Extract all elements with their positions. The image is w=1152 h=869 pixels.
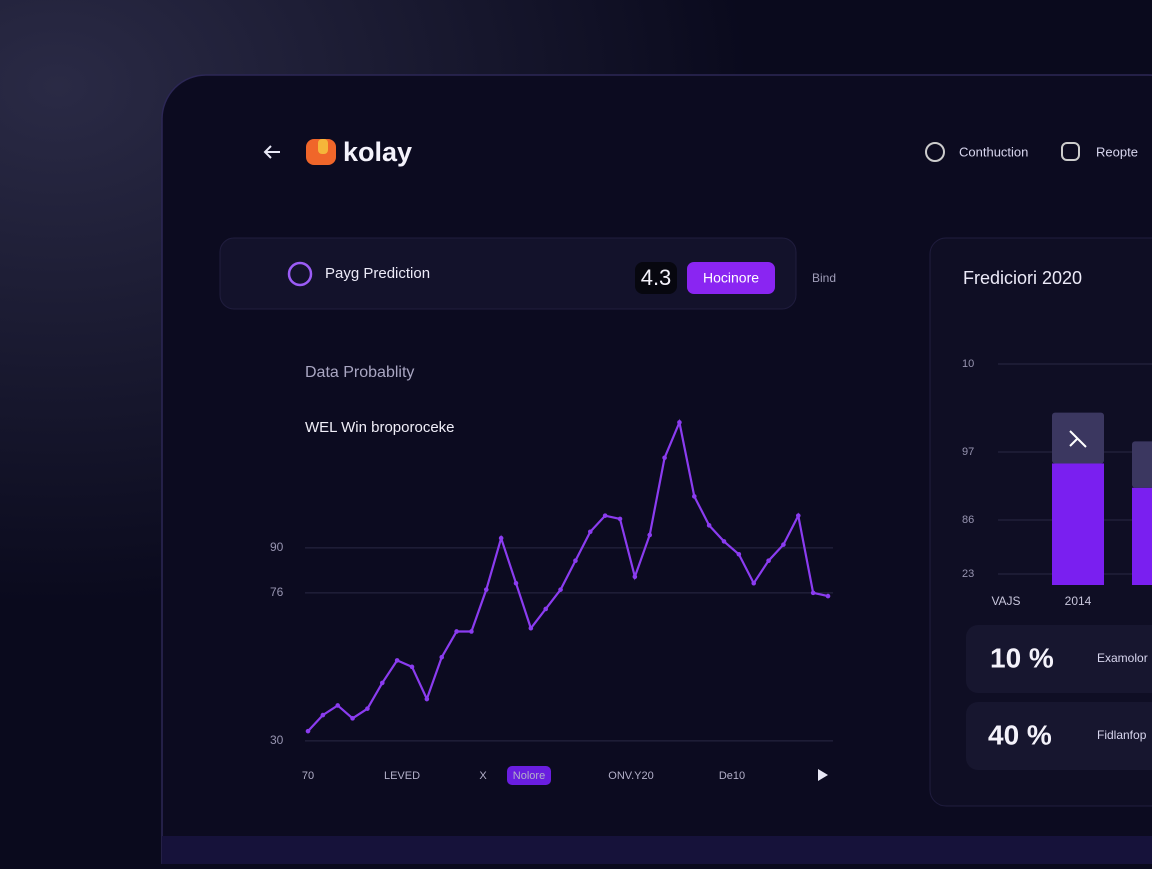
point — [528, 625, 534, 631]
x-pill — [507, 766, 551, 785]
point — [825, 593, 831, 599]
x-tick-label: De10 — [719, 770, 745, 782]
point — [394, 658, 400, 663]
point — [736, 551, 742, 557]
point — [602, 513, 608, 518]
stat-value: 10 % — [990, 642, 1054, 673]
point — [350, 716, 355, 721]
point — [766, 558, 771, 563]
x-tick-label: ONV.Y20 — [608, 770, 653, 782]
stat-label: Fidlanfop — [1097, 728, 1147, 742]
stat-card — [966, 625, 1152, 693]
x-tick-label: X — [479, 770, 487, 782]
y-tick-label: 76 — [270, 585, 284, 599]
bottom-bar — [162, 836, 1152, 864]
bar-icon — [1069, 430, 1087, 448]
point — [439, 654, 445, 660]
y-tick-label: 10 — [962, 358, 974, 370]
side-label: Bind — [812, 271, 836, 285]
bar-segment — [1052, 463, 1104, 585]
stat-value: 40 % — [988, 719, 1052, 750]
point — [454, 629, 459, 634]
bar-title: Frediciori 2020 — [963, 268, 1082, 288]
nav-icon — [925, 142, 945, 162]
point — [558, 587, 563, 592]
point — [662, 455, 667, 461]
brand: kolay — [343, 137, 412, 167]
point — [469, 629, 474, 634]
point — [691, 494, 697, 499]
nav-icon — [1061, 142, 1080, 161]
point — [513, 580, 519, 586]
point — [647, 532, 653, 538]
point — [498, 535, 504, 541]
play-icon — [818, 769, 828, 781]
y-tick-label: 30 — [270, 733, 284, 747]
point — [365, 706, 370, 711]
score: 4.3 — [641, 265, 672, 290]
point — [305, 728, 311, 734]
score-box — [635, 262, 677, 294]
point — [617, 516, 623, 522]
point — [424, 696, 430, 702]
logo-part — [318, 139, 328, 154]
point — [677, 420, 682, 425]
point — [573, 558, 578, 563]
button-label[interactable]: Hocinore — [703, 270, 759, 286]
x-tick-label: VAJS — [991, 594, 1020, 608]
bar-segment — [1132, 487, 1152, 585]
y-tick-label: 97 — [962, 446, 974, 458]
point — [721, 539, 727, 544]
point — [751, 580, 757, 586]
card-icon — [287, 261, 313, 287]
point — [795, 513, 801, 518]
y-tick-label: 90 — [270, 540, 284, 554]
point — [379, 680, 385, 686]
stat-card — [966, 702, 1152, 770]
y-tick-label: 23 — [962, 568, 974, 580]
panel-subtitle: WEL Win broporoceke — [305, 419, 455, 436]
back-arrow[interactable] — [263, 145, 280, 159]
point — [335, 703, 341, 708]
point — [810, 590, 816, 596]
line — [307, 418, 829, 732]
stat-label: Examolor — [1097, 651, 1148, 665]
x-tick-label: 70 — [302, 770, 314, 782]
nav-item[interactable]: Reopte — [1096, 144, 1138, 159]
y-tick-label: 86 — [962, 514, 974, 526]
point — [587, 529, 593, 535]
point — [706, 523, 712, 528]
point — [483, 587, 489, 592]
card-title: Payg Prediction — [325, 265, 430, 282]
point — [543, 606, 549, 612]
point — [781, 542, 786, 547]
x-tick-label: LEVED — [384, 770, 420, 782]
nav-item[interactable]: Conthuction — [959, 144, 1028, 159]
x-tick-label: 2014 — [1065, 594, 1092, 608]
bar-segment — [1132, 441, 1152, 488]
button[interactable] — [687, 262, 775, 294]
point — [409, 664, 415, 670]
x-tick-label: Nolore — [513, 770, 545, 782]
panel-title: Data Probablity — [305, 364, 414, 381]
point — [320, 712, 326, 718]
point — [632, 574, 638, 580]
